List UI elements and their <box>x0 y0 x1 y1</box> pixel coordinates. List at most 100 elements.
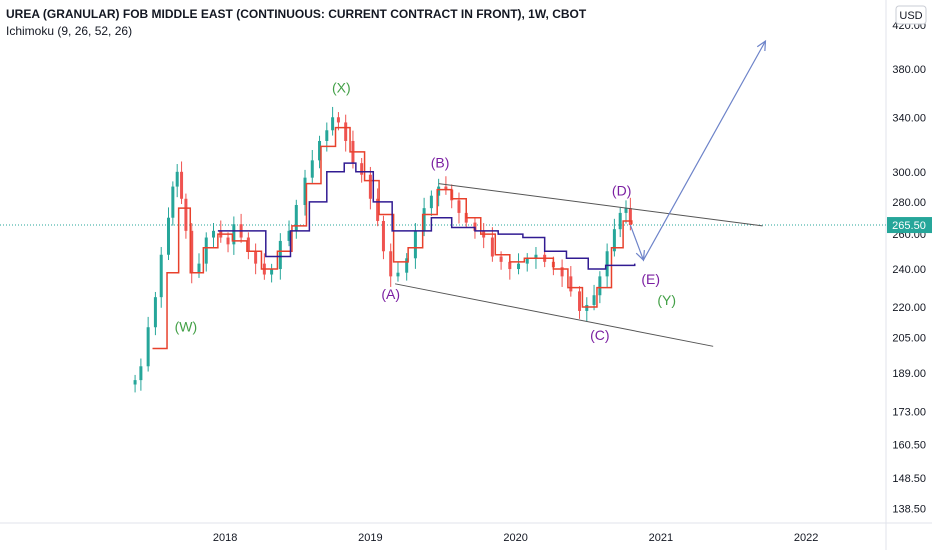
candle-body <box>153 297 157 328</box>
candle-body <box>287 230 291 241</box>
base-line <box>217 162 636 270</box>
candle-body <box>457 200 461 213</box>
candle-body <box>389 251 393 277</box>
arrow-head-up <box>756 39 767 52</box>
last-price-badge <box>887 217 932 234</box>
candle-body <box>254 251 258 264</box>
candle-body <box>612 229 616 252</box>
candle-body <box>294 204 298 231</box>
candle-body <box>331 117 335 131</box>
wave-label: (C) <box>590 327 609 343</box>
candle-body <box>159 254 163 298</box>
candle-body <box>517 263 521 270</box>
candle-body <box>190 230 194 273</box>
candle-body <box>270 269 274 275</box>
candle-body <box>592 295 596 305</box>
y-tick-label: 205.00 <box>892 333 926 345</box>
candle-body <box>381 220 385 252</box>
x-tick-label: 2019 <box>358 532 382 544</box>
candle-body <box>534 254 538 259</box>
last-price-label: 265.50 <box>892 220 926 232</box>
y-tick-label: 340.00 <box>892 112 926 124</box>
wave-label: (D) <box>612 183 631 199</box>
candle-body <box>344 122 348 141</box>
candle-body <box>336 117 340 123</box>
candle-body <box>437 186 441 196</box>
y-tick-label: 138.50 <box>892 504 926 516</box>
candle-body <box>204 237 208 264</box>
candle-body <box>368 174 372 199</box>
candle-body <box>598 276 602 296</box>
candle-body <box>212 230 216 238</box>
candle-body <box>310 160 314 178</box>
candle-body <box>325 130 329 141</box>
x-tick-label: 2021 <box>649 532 673 544</box>
candle-body <box>180 171 184 199</box>
indicator-legend[interactable]: Ichimoku (9, 26, 52, 26) <box>6 24 133 38</box>
y-tick-label: 300.00 <box>892 167 926 179</box>
projection-arrow <box>629 40 766 262</box>
candle-body <box>146 327 150 367</box>
candle-body <box>318 140 322 161</box>
y-tick-label: 240.00 <box>892 264 926 276</box>
wave-label: (W) <box>175 318 198 334</box>
candle-body <box>133 380 137 385</box>
candle-body <box>232 224 236 245</box>
y-tick-label: 189.00 <box>892 368 926 380</box>
candle-body <box>508 261 512 270</box>
candle-body <box>624 208 628 213</box>
wave-label: (A) <box>381 286 400 302</box>
candle-body <box>175 171 179 187</box>
candle-body <box>396 272 400 277</box>
currency-button-label[interactable]: USD <box>899 10 922 22</box>
candle-body <box>422 208 426 231</box>
candle-body <box>585 304 589 311</box>
y-tick-label: 220.00 <box>892 302 926 314</box>
currency-button[interactable]: USD <box>895 5 927 25</box>
candle-body <box>303 177 307 205</box>
y-tick-label: 380.00 <box>892 64 926 76</box>
candle-body <box>166 217 170 255</box>
candle-body <box>278 240 282 270</box>
channel-lower-line <box>394 283 714 347</box>
candle-body <box>405 258 409 273</box>
x-tick-label: 2020 <box>503 532 527 544</box>
candle-body <box>628 208 632 226</box>
candle-body <box>560 267 564 277</box>
wave-label: (E) <box>641 271 660 287</box>
candle-body <box>171 186 175 218</box>
candle-body <box>376 198 380 221</box>
candle-body <box>360 163 364 175</box>
candle-body <box>413 230 417 259</box>
candle-body <box>197 263 201 273</box>
wave-label: (Y) <box>657 292 676 308</box>
currency-button-frame[interactable] <box>895 5 927 25</box>
x-tick-label: 2022 <box>794 532 818 544</box>
channel-upper-line <box>438 183 763 227</box>
y-tick-label: 148.50 <box>892 473 926 485</box>
candle-body <box>578 291 582 311</box>
candle-body <box>429 195 433 209</box>
y-tick-label: 173.00 <box>892 407 926 419</box>
candle-body <box>605 251 609 277</box>
candle-body <box>226 237 230 245</box>
x-tick-label: 2018 <box>213 532 237 544</box>
y-tick-label: 420.00 <box>892 20 926 32</box>
candle-body <box>184 198 188 231</box>
candle-body <box>525 258 529 264</box>
arrow-head-down <box>635 250 645 262</box>
wave-label: (B) <box>431 154 450 170</box>
candle-body <box>246 237 250 252</box>
wave-label: (X) <box>332 79 351 95</box>
candle-body <box>490 237 494 257</box>
candle-body <box>444 186 448 190</box>
candle-body <box>569 276 573 292</box>
candle-body <box>499 256 503 262</box>
chart-title: UREA (GRANULAR) FOB MIDDLE EAST (CONTINU… <box>6 7 587 21</box>
candle-body <box>139 366 143 381</box>
y-tick-label: 160.50 <box>892 439 926 451</box>
candle-body <box>473 222 477 231</box>
y-tick-label: 280.00 <box>892 197 926 209</box>
conversion-line <box>152 126 633 350</box>
